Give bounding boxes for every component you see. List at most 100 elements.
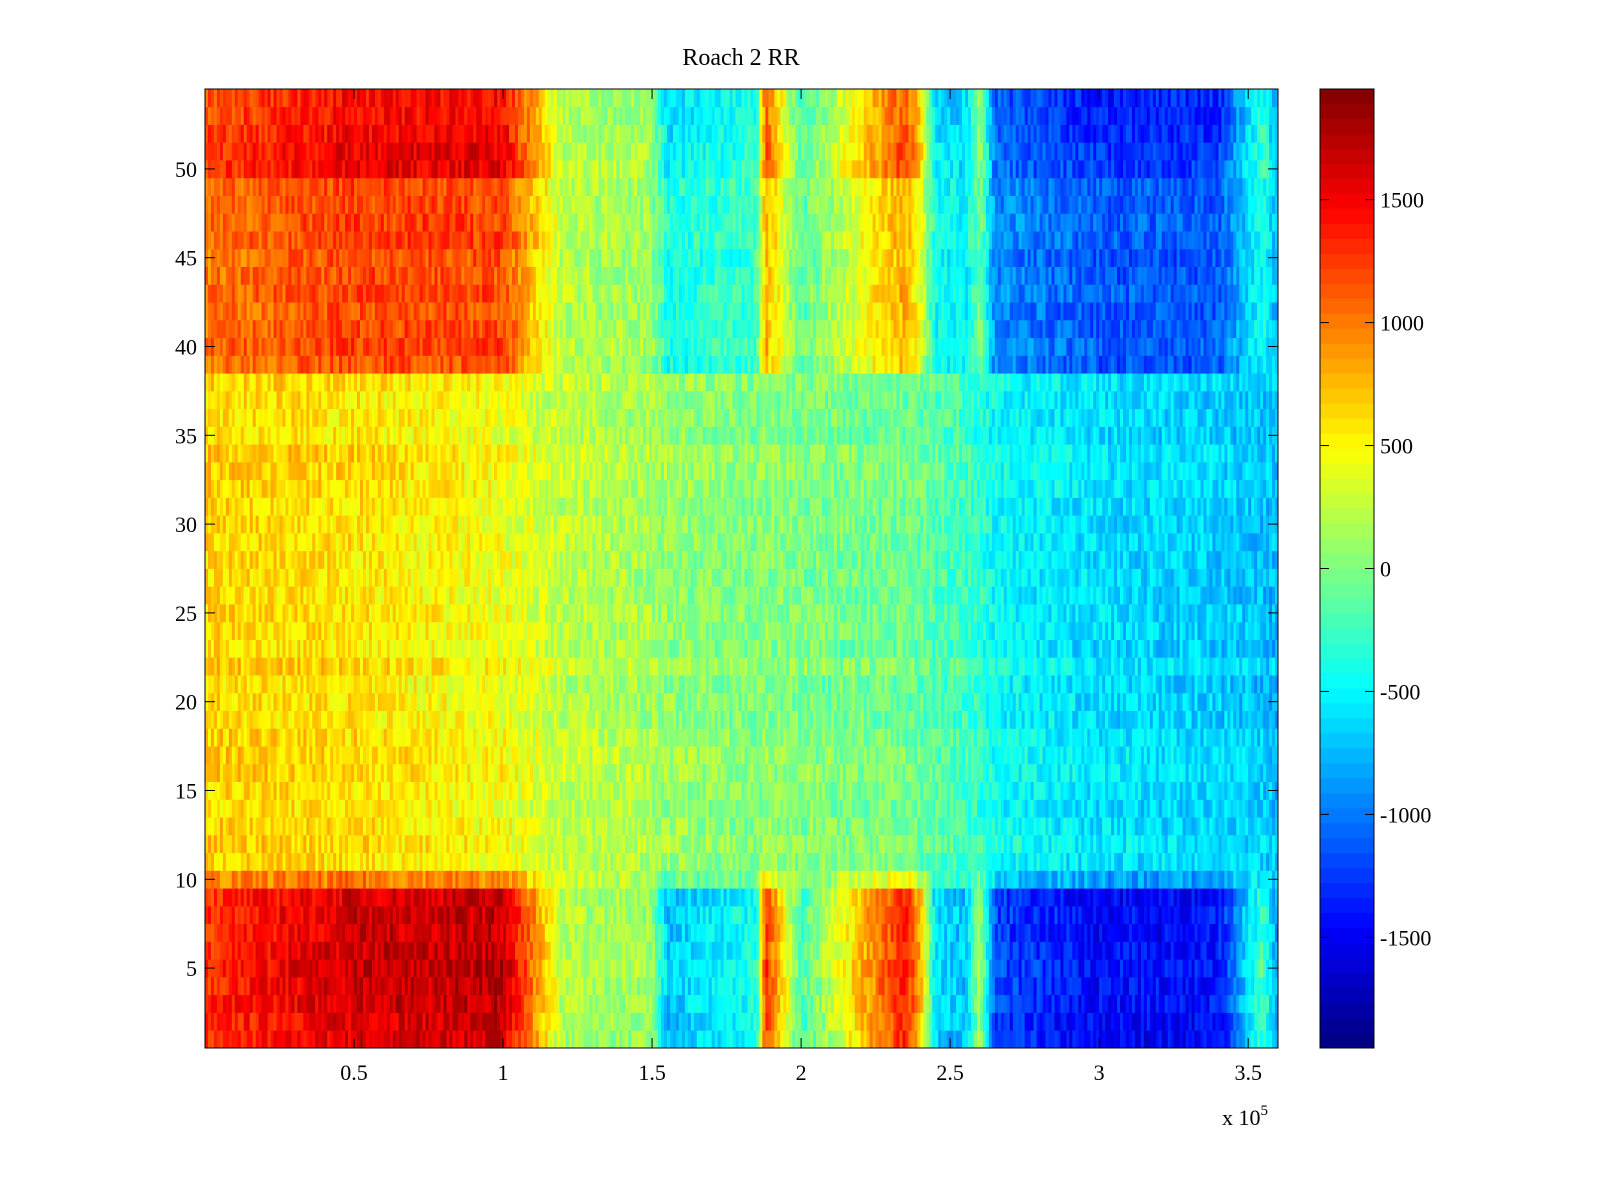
heatmap-cell	[1000, 870, 1005, 889]
heatmap-cell	[738, 1030, 742, 1049]
heatmap-cell	[395, 976, 400, 996]
heatmap-cell	[908, 817, 912, 836]
heatmap-cell	[538, 834, 543, 854]
heatmap-cell	[866, 994, 871, 1013]
heatmap-cell	[1146, 923, 1151, 942]
heatmap-cell	[1131, 834, 1136, 854]
heatmap-cell	[738, 905, 742, 925]
heatmap-cell	[1015, 1030, 1020, 1049]
heatmap-cell	[383, 817, 388, 836]
heatmap-cell	[744, 888, 748, 907]
heatmap-cell	[905, 799, 909, 818]
heatmap-cell	[777, 994, 781, 1013]
heatmap-cell	[1128, 923, 1133, 942]
heatmap-cell	[935, 959, 939, 978]
heatmap-cell	[666, 888, 671, 907]
heatmap-cell	[902, 905, 906, 925]
heatmap-cell	[833, 959, 838, 978]
heatmap-cell	[398, 905, 403, 925]
heatmap-cell	[1042, 1012, 1046, 1031]
heatmap-cell	[664, 976, 668, 996]
heatmap-cell	[783, 870, 787, 889]
heatmap-cell	[1030, 923, 1034, 942]
heatmap-cell	[1042, 834, 1046, 854]
heatmap-cell	[1170, 1030, 1175, 1049]
heatmap-cell	[1233, 852, 1237, 871]
heatmap-cell	[1054, 905, 1058, 925]
heatmap-cell	[979, 905, 984, 925]
heatmap-cell	[947, 976, 951, 996]
heatmap-cell	[422, 870, 426, 889]
heatmap-cell	[544, 923, 549, 942]
heatmap-cell	[923, 1030, 927, 1049]
heatmap-cell	[699, 817, 704, 836]
heatmap-cell	[1254, 852, 1258, 871]
heatmap-cell	[1105, 994, 1109, 1013]
heatmap-cell	[488, 994, 492, 1013]
heatmap-cell	[213, 923, 218, 942]
heatmap-cell	[440, 941, 444, 960]
heatmap-cell	[1161, 941, 1166, 960]
heatmap-cell	[669, 976, 674, 996]
heatmap-cell	[830, 959, 835, 978]
heatmap-cell	[702, 994, 707, 1013]
heatmap-cell	[529, 799, 534, 818]
heatmap-cell	[1125, 959, 1130, 978]
heatmap-cell	[1239, 976, 1243, 996]
heatmap-cell	[216, 1030, 221, 1049]
heatmap-cell	[1170, 959, 1175, 978]
heatmap-cell	[816, 870, 820, 889]
heatmap-cell	[836, 888, 841, 907]
heatmap-cell	[219, 1012, 224, 1031]
heatmap-cell	[321, 905, 325, 925]
heatmap-cell	[482, 870, 486, 889]
heatmap-cell	[744, 1012, 748, 1031]
heatmap-cell	[279, 905, 283, 925]
heatmap-cell	[532, 888, 537, 907]
heatmap-cell	[297, 817, 301, 836]
heatmap-cell	[252, 994, 257, 1013]
heatmap-cell	[1179, 888, 1184, 907]
heatmap-cell	[318, 994, 322, 1013]
heatmap-cell	[607, 799, 611, 818]
heatmap-cell	[330, 905, 334, 925]
heatmap-cell	[1036, 834, 1040, 854]
heatmap-cell	[1146, 994, 1151, 1013]
heatmap-cell	[1051, 834, 1055, 854]
heatmap-cell	[625, 959, 629, 978]
heatmap-cell	[485, 976, 489, 996]
heatmap-cell	[419, 923, 423, 942]
heatmap-cell	[362, 905, 367, 925]
heatmap-cell	[896, 923, 900, 942]
heatmap-cell	[973, 994, 978, 1013]
heatmap-cell	[991, 959, 996, 978]
heatmap-cell	[678, 994, 683, 1013]
heatmap-cell	[920, 959, 924, 978]
heatmap-cell	[336, 834, 340, 854]
heatmap-cell	[661, 941, 665, 960]
heatmap-cell	[1206, 994, 1210, 1013]
heatmap-cell	[1134, 941, 1139, 960]
heatmap-cell	[568, 941, 573, 960]
heatmap-cell	[365, 834, 370, 854]
heatmap-cell	[482, 905, 486, 925]
heatmap-cell	[1045, 994, 1049, 1013]
heatmap-cell	[1027, 941, 1032, 960]
heatmap-cell	[1099, 905, 1103, 925]
heatmap-cell	[908, 994, 912, 1013]
heatmap-cell	[1230, 994, 1234, 1013]
heatmap-cell	[950, 834, 954, 854]
heatmap-cell	[1060, 888, 1064, 907]
heatmap-cell	[610, 1030, 614, 1049]
heatmap-cell	[389, 976, 394, 996]
heatmap-cell	[807, 923, 811, 942]
heatmap-cell	[509, 834, 513, 854]
heatmap-cell	[932, 959, 936, 978]
heatmap-cell	[1260, 976, 1264, 996]
heatmap-cell	[687, 1030, 692, 1049]
heatmap-cell	[440, 976, 444, 996]
heatmap-cell	[532, 994, 537, 1013]
heatmap-cell	[509, 852, 513, 871]
heatmap-cell	[941, 923, 945, 942]
heatmap-cell	[231, 852, 236, 871]
